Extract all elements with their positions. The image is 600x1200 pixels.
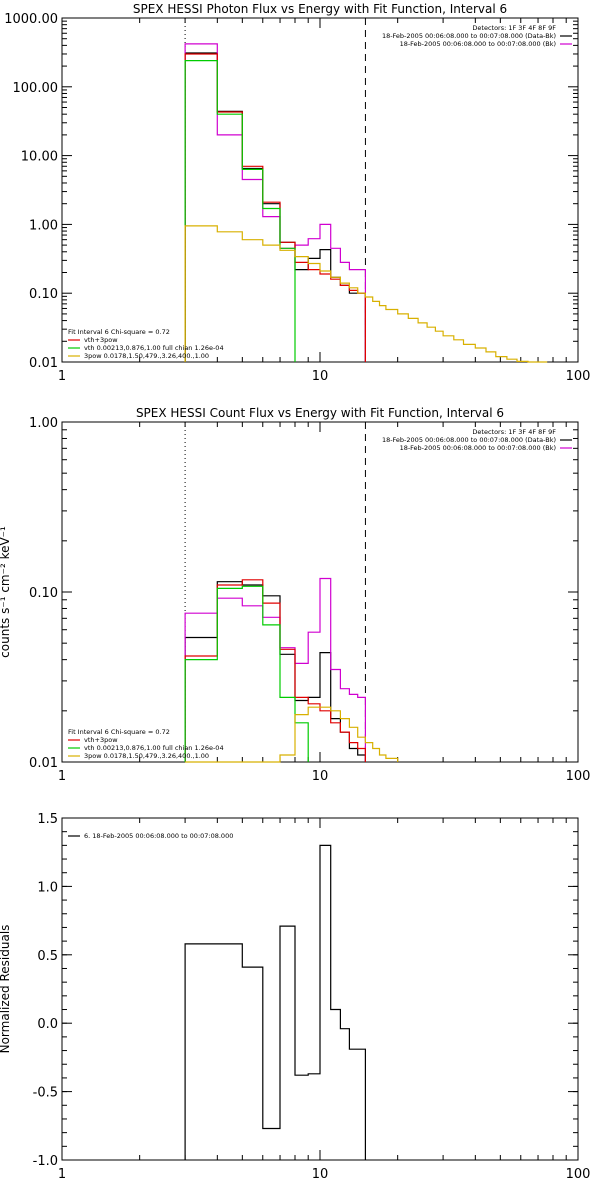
- x-tick-label: 1: [58, 1167, 66, 1182]
- legend-left-text: Fit Interval 6 Chi-square = 0.72: [68, 728, 170, 736]
- chart-2: SPEX HESSI Count Flux vs Energy with Fit…: [0, 406, 590, 784]
- x-tick-label: 10: [312, 769, 329, 784]
- legend-left-text: vth 0.00213,0.876,1.00 full chian 1.26e-…: [84, 344, 224, 352]
- legend-right-text: 18-Feb-2005 00:06:08.000 to 00:07:08.000…: [382, 436, 556, 444]
- y-axis-label: counts s⁻¹ cm⁻² keV⁻¹: [0, 526, 12, 658]
- legend-right-text: 18-Feb-2005 00:06:08.000 to 00:07:08.000…: [382, 32, 556, 40]
- chart-title: SPEX HESSI Photon Flux vs Energy with Fi…: [133, 2, 507, 16]
- x-tick-label: 100: [566, 369, 591, 384]
- series-group: [184, 43, 548, 363]
- y-tick-label: 10.00: [21, 150, 58, 165]
- series-group: [184, 844, 366, 1160]
- y-tick-label: 1.00: [29, 416, 58, 431]
- series-data-bk-line: [184, 581, 366, 762]
- legend-left-text: 3pow 0.0178,1.50,479.,3.26,400.,1.00: [84, 352, 209, 360]
- y-tick-label: 1.0: [37, 880, 58, 895]
- series-3pow-line: [184, 225, 548, 363]
- plot-frame: [61, 17, 579, 363]
- series-6-18-feb-2005-00-06-08-000-to-00-07-08-000-line: [184, 844, 366, 1160]
- legend-right-text: Detectors: 1F 3F 4F 8F 9F: [472, 24, 556, 32]
- x-tick-label: 100: [566, 1167, 591, 1182]
- legend-left-text: vth 0.00213,0.876,1.00 full chian 1.26e-…: [84, 744, 224, 752]
- series-group: [184, 577, 399, 763]
- y-tick-label: 0.01: [29, 756, 58, 771]
- chart-title: SPEX HESSI Count Flux vs Energy with Fit…: [136, 406, 504, 420]
- chart-1: SPEX HESSI Photon Flux vs Energy with Fi…: [4, 2, 590, 384]
- series-bk-line: [184, 43, 366, 362]
- series-vth-line: [184, 60, 296, 362]
- legend-left-text: vth+3pow: [84, 736, 118, 744]
- y-tick-label: 0.01: [29, 356, 58, 371]
- chart-3: Normalized Residuals 1 10 100 -1.0 -0.5 0.0 0.5…: [0, 812, 590, 1182]
- y-tick-label: 1.5: [37, 812, 58, 827]
- legend-left-text: 3pow 0.0178,1.50,479.,3.26,400.,1.00: [84, 752, 209, 760]
- y-axis-label: Normalized Residuals: [0, 925, 12, 1054]
- x-tick-label: 100: [566, 769, 591, 784]
- y-tick-label: 0.10: [29, 287, 58, 302]
- x-tick-label: 10: [312, 369, 329, 384]
- legend-right-text: Detectors: 1F 3F 4F 8F 9F: [472, 428, 556, 436]
- legend-left-text: Fit Interval 6 Chi-square = 0.72: [68, 328, 170, 336]
- y-tick-label: 100.00: [13, 81, 59, 96]
- series-data-bk-line: [184, 52, 366, 362]
- legend-left-text: vth+3pow: [84, 336, 118, 344]
- y-tick-label: 1.00: [29, 218, 58, 233]
- y-tick-label: -0.5: [33, 1086, 58, 1101]
- series-bk-line: [184, 577, 366, 762]
- series-3pow-line: [185, 706, 399, 763]
- legend-left-text: 6. 18-Feb-2005 00:06:08.000 to 00:07:08.…: [84, 832, 233, 840]
- y-tick-label: 1000.00: [4, 12, 58, 27]
- y-tick-label: -1.0: [33, 1154, 58, 1169]
- x-tick-label: 1: [58, 769, 66, 784]
- y-tick-label: 0.10: [29, 586, 58, 601]
- x-tick-label: 1: [58, 369, 66, 384]
- legend-right-text: 18-Feb-2005 00:06:08.000 to 00:07:08.000…: [400, 444, 556, 452]
- y-tick-label: 0.5: [37, 949, 58, 964]
- y-tick-label: 0.0: [37, 1017, 58, 1032]
- legend-right-text: 18-Feb-2005 00:06:08.000 to 00:07:08.000…: [400, 40, 556, 48]
- series-vth-3pow-line: [184, 579, 366, 762]
- x-tick-label: 10: [312, 1167, 329, 1182]
